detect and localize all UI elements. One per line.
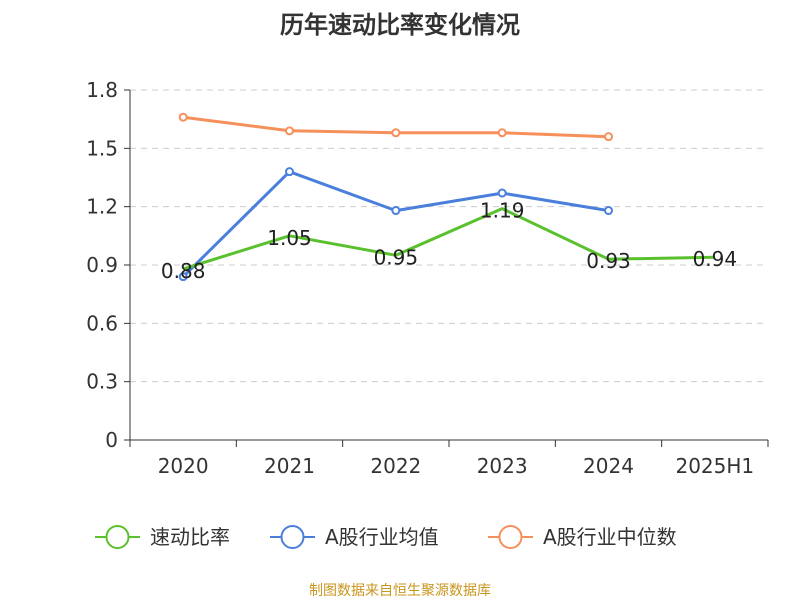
data-label: 0.88 (161, 259, 206, 283)
legend-marker-icon[interactable] (280, 525, 305, 549)
series-point-1[interactable] (285, 167, 294, 177)
legend-label[interactable]: A股行业中位数 (543, 525, 677, 549)
data-label: 0.93 (586, 249, 631, 273)
x-tick-label: 2023 (477, 454, 528, 478)
legend[interactable]: 速动比率 A股行业均值 A股行业中位数 (95, 525, 677, 549)
chart-title: 历年速动比率变化情况 (280, 11, 520, 39)
x-tick-label: 2025H1 (675, 454, 754, 478)
series-point-1[interactable] (497, 188, 507, 198)
series-point-2[interactable] (391, 128, 401, 138)
x-tick-label: 2020 (158, 454, 209, 478)
y-tick-label: 0.6 (86, 311, 118, 335)
series-point-2[interactable] (178, 112, 188, 122)
data-label: 1.19 (480, 199, 525, 223)
y-tick-label: 0.3 (86, 370, 118, 394)
data-label: 1.05 (267, 226, 312, 250)
y-tick-label: 0 (105, 428, 118, 452)
x-tick-label: 2022 (370, 454, 421, 478)
y-tick-label: 1.2 (86, 195, 118, 219)
data-label: 0.94 (693, 247, 738, 271)
legend-marker-icon[interactable] (498, 525, 523, 549)
data-label: 0.95 (374, 245, 419, 269)
series-line-0 (182, 207, 715, 271)
y-tick-label: 1.5 (86, 136, 118, 160)
series-point-2[interactable] (285, 126, 294, 136)
x-tick-label: 2024 (583, 454, 634, 478)
series-point-2[interactable] (497, 128, 507, 138)
grid-lines (130, 89, 768, 383)
series-point-2[interactable] (604, 132, 613, 142)
legend-marker-icon[interactable] (105, 525, 130, 549)
series-point-1[interactable] (178, 272, 188, 282)
y-tick-label: 0.9 (86, 253, 118, 277)
source-note: 制图数据来自恒生聚源数据库 (309, 583, 491, 599)
data-labels: 0.88 1.05 0.95 1.19 0.93 0.94 (161, 199, 737, 283)
x-tick-label: 2021 (264, 454, 315, 478)
axes: 0 0.3 0.6 0.9 1.2 1.5 1.8 2020 2021 2022 2023 2024 2… (86, 78, 769, 478)
legend-label[interactable]: 速动比率 (150, 525, 230, 549)
y-tick-label: 1.8 (86, 78, 118, 102)
series-layer (178, 112, 715, 282)
series-point-1[interactable] (604, 206, 613, 216)
series-point-1[interactable] (391, 206, 401, 216)
legend-label[interactable]: A股行业均值 (325, 525, 439, 549)
